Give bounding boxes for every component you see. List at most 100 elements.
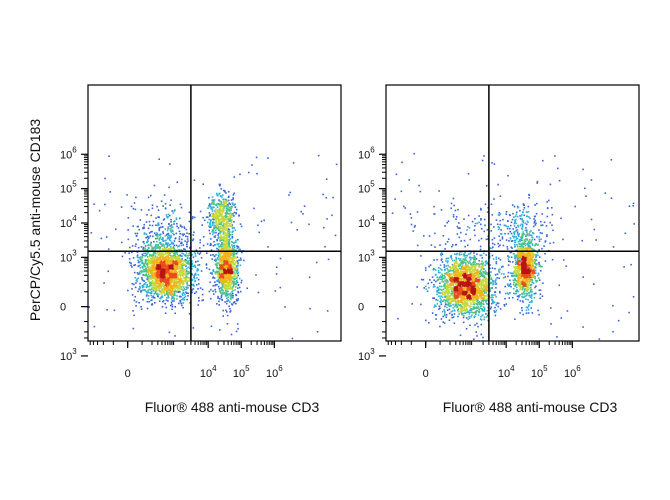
event-dot bbox=[154, 282, 156, 284]
event-dot bbox=[174, 237, 177, 239]
event-dot bbox=[395, 173, 398, 176]
event-dot bbox=[505, 239, 508, 241]
event-dot bbox=[212, 201, 215, 204]
event-dot bbox=[151, 296, 153, 299]
event-dot bbox=[519, 312, 521, 314]
event-dot bbox=[169, 204, 171, 206]
event-dot bbox=[534, 244, 537, 246]
event-dot bbox=[161, 275, 164, 278]
event-dot bbox=[219, 200, 221, 203]
event-dot bbox=[209, 244, 212, 247]
event-dot bbox=[231, 258, 233, 261]
event-dot bbox=[171, 290, 174, 292]
event-dot bbox=[188, 284, 191, 287]
event-dot bbox=[219, 204, 222, 206]
event-dot bbox=[494, 280, 497, 282]
event-dot bbox=[148, 278, 150, 280]
event-dot bbox=[169, 237, 172, 239]
event-dot bbox=[161, 284, 164, 286]
event-dot bbox=[198, 300, 200, 302]
event-dot bbox=[239, 264, 242, 267]
event-dot bbox=[302, 213, 304, 215]
event-dot bbox=[187, 292, 189, 295]
event-dot bbox=[234, 203, 236, 206]
event-dot bbox=[146, 301, 149, 303]
event-dot bbox=[221, 243, 224, 246]
event-dot bbox=[175, 280, 178, 282]
event-dot bbox=[146, 285, 149, 287]
event-dot bbox=[438, 305, 441, 307]
event-dot bbox=[186, 273, 188, 275]
event-dot bbox=[435, 298, 437, 301]
event-dot bbox=[173, 257, 176, 259]
event-dot bbox=[529, 294, 531, 297]
event-dot bbox=[220, 245, 223, 248]
event-dot bbox=[486, 261, 488, 264]
event-dot bbox=[474, 312, 476, 314]
event-dot bbox=[191, 278, 194, 281]
event-dot bbox=[235, 265, 238, 267]
event-dot bbox=[541, 224, 544, 226]
event-dot bbox=[158, 272, 161, 275]
event-dot bbox=[499, 259, 502, 261]
event-dot bbox=[136, 272, 139, 274]
event-dot bbox=[630, 263, 632, 266]
event-dot bbox=[507, 271, 510, 274]
event-dot bbox=[161, 261, 163, 263]
event-dot bbox=[529, 296, 532, 298]
event-dot bbox=[199, 210, 202, 213]
event-dot bbox=[530, 277, 533, 279]
event-dot bbox=[208, 196, 210, 199]
event-dot bbox=[170, 249, 173, 251]
event-dot bbox=[224, 262, 227, 264]
event-dot bbox=[159, 278, 162, 281]
event-dot bbox=[151, 247, 153, 249]
event-dot bbox=[525, 227, 527, 229]
event-dot bbox=[170, 274, 173, 277]
event-dot bbox=[167, 216, 169, 218]
event-dot bbox=[173, 274, 176, 276]
event-dot bbox=[197, 274, 200, 276]
event-dot bbox=[209, 232, 211, 235]
event-dot bbox=[224, 280, 227, 283]
event-dot bbox=[227, 190, 230, 193]
event-dot bbox=[226, 227, 228, 230]
event-dot bbox=[223, 258, 225, 261]
event-dot bbox=[444, 248, 446, 250]
event-dot bbox=[201, 224, 203, 226]
event-dot bbox=[477, 263, 480, 265]
event-dot bbox=[186, 238, 189, 240]
event-dot bbox=[159, 268, 161, 270]
event-dot bbox=[538, 238, 541, 240]
event-dot bbox=[221, 215, 224, 218]
event-dot bbox=[154, 258, 156, 260]
event-dot bbox=[508, 285, 510, 287]
event-dot bbox=[214, 209, 217, 212]
event-dot bbox=[535, 243, 538, 245]
event-dot bbox=[147, 295, 150, 297]
event-dot bbox=[480, 263, 482, 265]
event-dot bbox=[528, 216, 530, 218]
event-dot bbox=[228, 278, 231, 281]
event-dot bbox=[159, 233, 162, 236]
event-dot bbox=[130, 262, 132, 264]
event-dot bbox=[530, 297, 533, 299]
event-dot bbox=[452, 307, 454, 309]
event-dot bbox=[228, 259, 231, 262]
event-dot bbox=[435, 305, 437, 307]
event-dot bbox=[232, 276, 234, 278]
event-dot bbox=[160, 269, 162, 271]
event-dot bbox=[517, 224, 519, 227]
event-dot bbox=[445, 280, 447, 283]
event-dot bbox=[127, 289, 129, 292]
event-dot bbox=[221, 220, 224, 222]
event-dot bbox=[153, 276, 156, 278]
event-dot bbox=[148, 286, 150, 288]
event-dot bbox=[167, 300, 169, 302]
event-dot bbox=[175, 232, 178, 235]
event-dot bbox=[227, 208, 230, 211]
event-dot bbox=[223, 276, 226, 279]
event-dot bbox=[500, 272, 503, 275]
event-dot bbox=[450, 258, 453, 260]
event-dot bbox=[498, 257, 500, 260]
